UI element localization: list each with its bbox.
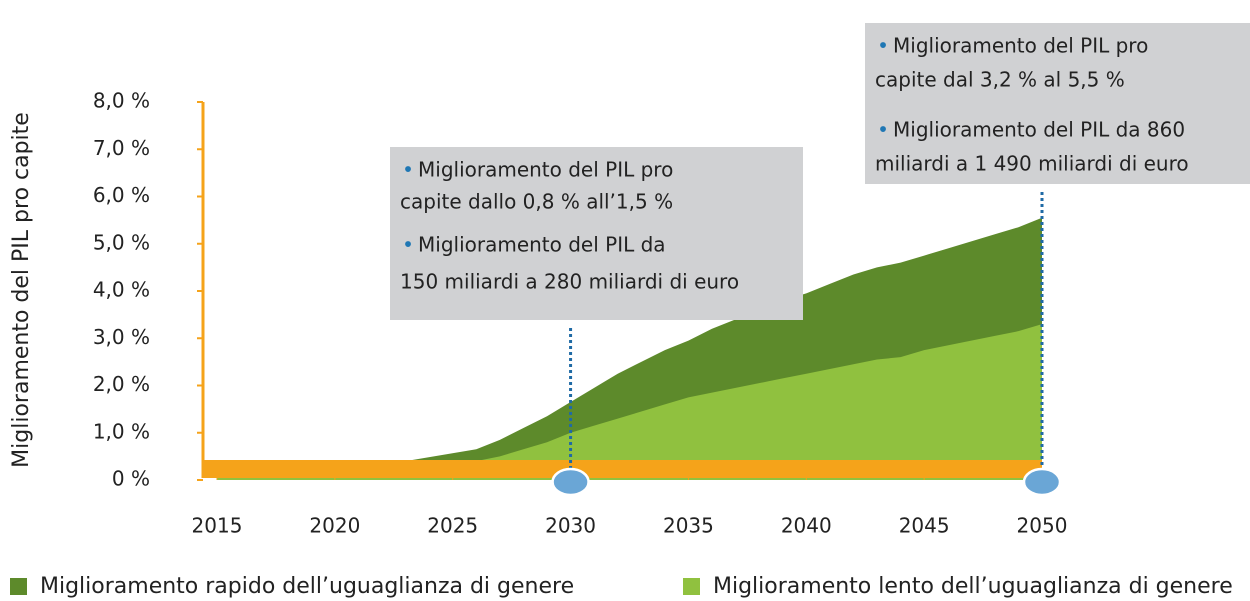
annotation-text: miliardi a 1 490 miliardi di euro [875,152,1189,176]
legend-label: Miglioramento lento dell’uguaglianza di … [713,574,1233,599]
baseline-band [203,460,1042,478]
y-axis-label: Miglioramento del PIL pro capite [9,112,34,468]
y-tick-label: 6,0 % [93,183,150,207]
annotation-box [865,23,1250,184]
legend-swatch [10,578,27,595]
x-tick-label: 2050 [1017,514,1068,538]
annotation-marker [1022,467,1062,497]
bullet: • [402,233,414,257]
y-tick-label: 0 % [112,467,150,491]
y-tick-label: 5,0 % [93,230,150,254]
x-tick-label: 2045 [899,514,950,538]
annotation-text: Miglioramento del PIL pro [418,158,673,182]
legend-swatch [683,578,700,595]
bullet: • [402,158,414,182]
y-tick-label: 4,0 % [93,278,150,302]
annotation-text: Miglioramento del PIL da [418,233,666,257]
annotation-box [390,147,803,320]
annotation-text: Miglioramento del PIL pro [893,34,1148,58]
y-tick-label: 7,0 % [93,136,150,160]
y-tick-label: 3,0 % [93,325,150,349]
annotation-text: Miglioramento del PIL da 860 [893,118,1185,142]
area [217,324,1042,480]
annotation-marker [551,467,590,497]
x-tick-label: 2030 [545,514,596,538]
annotation-text: capite dallo 0,8 % all’1,5 % [400,190,673,214]
annotation-text: 150 miliardi a 280 miliardi di euro [400,270,739,294]
x-tick-label: 2035 [663,514,714,538]
bullet: • [877,34,889,58]
y-tick-label: 8,0 % [93,89,150,113]
x-tick-label: 2015 [192,514,243,538]
y-tick-label: 1,0 % [93,419,150,443]
x-tick-label: 2025 [427,514,478,538]
bullet: • [877,118,889,142]
x-tick-label: 2040 [781,514,832,538]
annotation-text: capite dal 3,2 % al 5,5 % [875,68,1125,92]
x-tick-label: 2020 [309,514,360,538]
y-tick-label: 2,0 % [93,372,150,396]
legend-label: Miglioramento rapido dell’uguaglianza di… [40,574,574,599]
